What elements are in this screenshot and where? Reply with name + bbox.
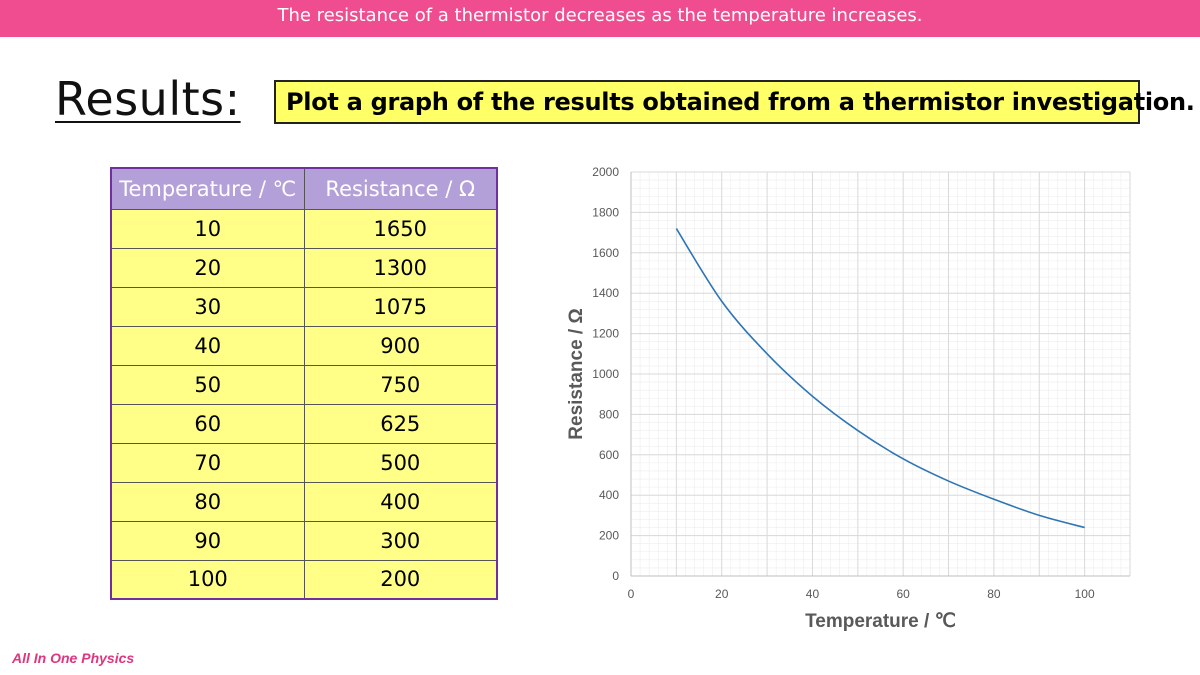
temperature-cell: 60 — [110, 403, 305, 444]
resistance-cell: 750 — [303, 364, 498, 405]
top-banner: The resistance of a thermistor decreases… — [0, 0, 1200, 37]
x-tick-label: 0 — [628, 587, 635, 601]
temperature-cell: 40 — [110, 325, 305, 366]
temperature-cell: 20 — [110, 247, 305, 288]
table-row: 70 500 — [110, 442, 498, 483]
resistance-temperature-chart: 0 200 400 600 800 1000 1200 1400 1600 1800 2000 0 20… — [566, 165, 1131, 632]
table-row: 40 900 — [110, 325, 498, 366]
table-row: 50 750 — [110, 364, 498, 405]
x-tick-label: 60 — [897, 587, 911, 601]
table-row: 100 200 — [110, 559, 498, 600]
x-tick-label: 40 — [806, 587, 820, 601]
table-row: 80 400 — [110, 481, 498, 522]
resistance-cell: 1650 — [303, 208, 498, 249]
y-axis-label: Resistance / Ω — [566, 308, 587, 439]
resistance-cell: 625 — [303, 403, 498, 444]
table-row: 90 300 — [110, 520, 498, 561]
table-row: 20 1300 — [110, 247, 498, 288]
y-tick-label: 1000 — [592, 367, 619, 381]
resistance-cell: 900 — [303, 325, 498, 366]
table-header-row: Temperature / ℃ Resistance / Ω — [110, 167, 498, 210]
header-resistance: Resistance / Ω — [303, 167, 498, 210]
x-tick-label: 80 — [987, 587, 1001, 601]
resistance-cell: 400 — [303, 481, 498, 522]
resistance-curve — [675, 228, 1085, 529]
y-tick-label: 1200 — [592, 327, 619, 341]
banner-text: The resistance of a thermistor decreases… — [277, 5, 923, 26]
y-tick-label: 1600 — [592, 246, 619, 260]
resistance-cell: 1075 — [303, 286, 498, 327]
temperature-cell: 90 — [110, 520, 305, 561]
resistance-cell: 500 — [303, 442, 498, 483]
y-tick-label: 0 — [612, 569, 619, 583]
temperature-cell: 100 — [110, 559, 305, 600]
x-tick-label: 20 — [715, 587, 729, 601]
x-tick-label: 100 — [1075, 587, 1095, 601]
table-row: 60 625 — [110, 403, 498, 444]
instruction-box: Plot a graph of the results obtained fro… — [274, 80, 1195, 124]
y-tick-label: 800 — [599, 407, 619, 421]
y-tick-label: 600 — [599, 448, 619, 462]
chart-ticks: 0 200 400 600 800 1000 1200 1400 1600 1800 2000 0 20… — [592, 165, 1095, 601]
y-tick-label: 1800 — [592, 205, 619, 219]
resistance-cell: 300 — [303, 520, 498, 561]
x-axis-label: Temperature / ℃ — [805, 611, 956, 632]
table-row: 30 1075 — [110, 286, 498, 327]
temperature-cell: 10 — [110, 208, 305, 249]
chart-grid — [630, 171, 1131, 577]
y-tick-label: 1400 — [592, 286, 619, 300]
resistance-cell: 200 — [303, 559, 498, 600]
temperature-cell: 70 — [110, 442, 305, 483]
y-tick-label: 400 — [599, 488, 619, 502]
resistance-cell: 1300 — [303, 247, 498, 288]
y-tick-label: 2000 — [592, 165, 619, 179]
table-row: 10 1650 — [110, 208, 498, 249]
brand-footer: All In One Physics — [12, 650, 135, 666]
results-table: Temperature / ℃ Resistance / Ω 10 1650 20… — [110, 167, 498, 600]
temperature-cell: 30 — [110, 286, 305, 327]
header-temperature: Temperature / ℃ — [110, 167, 305, 210]
results-heading: Results: — [55, 72, 241, 126]
temperature-cell: 80 — [110, 481, 305, 522]
temperature-cell: 50 — [110, 364, 305, 405]
y-tick-label: 200 — [599, 529, 619, 543]
